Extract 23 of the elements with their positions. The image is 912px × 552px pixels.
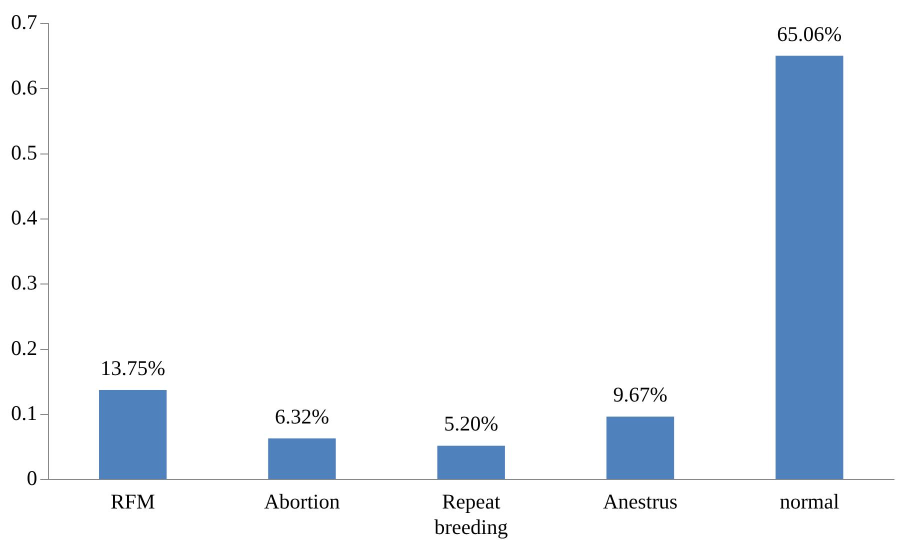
data-label: 65.06% [777, 22, 842, 46]
x-tick-label: Anestrus [602, 490, 678, 514]
y-tick-label: 0.4 [11, 206, 38, 230]
data-label: 6.32% [274, 404, 330, 428]
data-label: 13.75% [100, 356, 166, 380]
y-tick-label: 0.1 [11, 400, 38, 425]
x-tick-label: RFM [110, 490, 156, 514]
y-tick-label: 0.6 [11, 75, 38, 100]
bar [776, 56, 844, 480]
bar [98, 390, 167, 480]
x-tick-label: Repeat breeding [434, 490, 508, 539]
x-tick-label: normal [780, 490, 840, 514]
data-label: 5.20% [444, 412, 498, 436]
x-tick-label: Abortion [264, 490, 340, 514]
y-tick-label: 0 [26, 466, 38, 490]
bar [437, 446, 505, 480]
bar [268, 438, 336, 480]
y-tick-label: 0.2 [11, 336, 38, 360]
y-tick-label: 0.3 [11, 270, 38, 295]
data-label: 9.67% [613, 382, 668, 407]
bar [606, 416, 674, 480]
y-tick-label: 0.7 [11, 10, 38, 34]
y-tick-label: 0.5 [11, 140, 38, 164]
